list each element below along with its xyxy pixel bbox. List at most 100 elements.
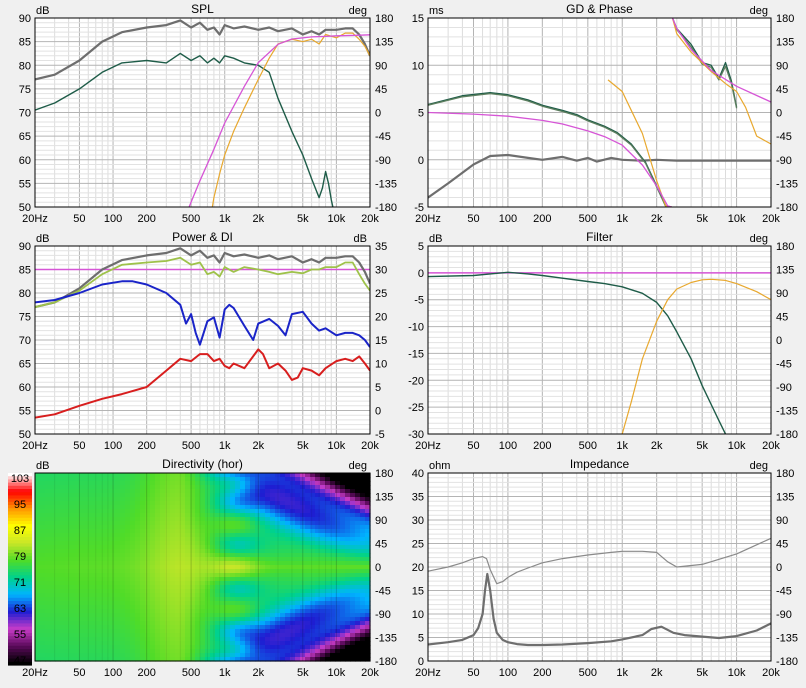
y2-tick-label: -90 (375, 609, 391, 621)
y2-tick-label: -5 (375, 429, 385, 441)
x-tick-label: 20Hz (22, 440, 48, 452)
y2-tick-label: 90 (776, 60, 788, 72)
chart-title: SPL (191, 2, 214, 16)
x-tick-label: 10k (728, 213, 746, 225)
y-tick-label: 30 (412, 515, 424, 527)
x-tick-label: 20Hz (415, 440, 441, 452)
left-unit-label: dB (429, 233, 442, 245)
series-line (621, 278, 771, 434)
x-tick-label: 20Hz (415, 213, 441, 225)
y-tick-label: 85 (19, 37, 31, 49)
y2-tick-label: -45 (776, 131, 792, 143)
series-line (428, 111, 672, 207)
plot-border (34, 472, 371, 662)
y-tick-label: -15 (408, 348, 424, 360)
x-tick-label: 5k (297, 667, 309, 679)
y2-tick-label: 35 (375, 241, 387, 253)
y-tick-label: 15 (412, 13, 424, 25)
y2-tick-label: -180 (776, 429, 798, 441)
plot-border (427, 472, 772, 662)
colorbar-tick-label: 63 (14, 603, 26, 615)
series-line (188, 34, 370, 207)
plot-border (34, 17, 371, 208)
colorbar-swatch (8, 521, 32, 525)
x-tick-label: 200 (533, 667, 551, 679)
colorbar-swatch (8, 639, 32, 644)
series-line (607, 79, 672, 207)
x-tick-label: 200 (533, 440, 551, 452)
y-tick-label: 90 (19, 13, 31, 25)
colorbar-swatch (8, 540, 32, 544)
colorbar-swatch (8, 482, 32, 487)
chart-title: GD & Phase (566, 2, 633, 16)
x-tick-label: 2k (651, 440, 663, 452)
y-tick-label: 50 (19, 429, 31, 441)
y-tick-label: 40 (412, 468, 424, 480)
heatmap-cells (35, 473, 371, 662)
y-tick-label: 70 (19, 335, 31, 347)
series-group (428, 18, 771, 207)
y-tick-label: 80 (19, 60, 31, 72)
colorbar-swatch (8, 485, 32, 490)
y-tick-label: 75 (19, 312, 31, 324)
y2-tick-label: 90 (375, 515, 387, 527)
x-tick-label: 1k (219, 213, 231, 225)
colorbar-swatch (8, 636, 32, 640)
x-tick-label: 20k (361, 213, 379, 225)
y2-tick-label: 0 (375, 562, 381, 574)
y-tick-label: -5 (414, 202, 424, 214)
y2-tick-label: -90 (776, 609, 792, 621)
colorbar-swatch (8, 569, 32, 573)
x-tick-label: 500 (579, 213, 597, 225)
y2-tick-label: -90 (776, 155, 792, 167)
series-line (35, 247, 370, 309)
x-tick-label: 100 (499, 667, 517, 679)
y2-tick-label: -45 (375, 586, 391, 598)
y-tick-label: -20 (408, 375, 424, 387)
colorbar-swatch (8, 559, 32, 564)
right-unit-label: dB (354, 233, 367, 245)
y-tick-label: 25 (412, 539, 424, 551)
y2-tick-label: 90 (776, 515, 788, 527)
colorbar-swatch (8, 623, 32, 628)
y2-tick-label: 135 (375, 37, 393, 49)
right-unit-label: deg (349, 5, 367, 17)
colorbar-swatch (8, 546, 32, 551)
left-unit-label: dB (36, 233, 49, 245)
y-tick-label: 55 (19, 178, 31, 190)
series-line (671, 18, 771, 145)
y2-tick-label: 20 (375, 312, 387, 324)
x-tick-label: 500 (182, 213, 200, 225)
y2-tick-label: 45 (776, 312, 788, 324)
series-group (35, 247, 370, 419)
colorbar-swatch (8, 553, 32, 557)
x-tick-label: 200 (137, 667, 155, 679)
colorbar-swatch (8, 610, 32, 615)
y2-tick-label: -180 (776, 202, 798, 214)
x-tick-label: 10k (728, 667, 746, 679)
colorbar-tick-label: 55 (14, 629, 26, 641)
x-tick-label: 500 (182, 440, 200, 452)
x-tick-label: 200 (533, 213, 551, 225)
x-tick-label: 1k (616, 667, 628, 679)
left-unit-label: dB (36, 5, 49, 17)
series-line (671, 18, 771, 103)
right-unit-label: deg (349, 460, 367, 472)
y2-tick-label: 135 (776, 265, 794, 277)
colorbar-swatch (8, 591, 32, 596)
colorbar-swatch (8, 629, 32, 634)
colorbar-swatch (8, 533, 32, 538)
right-unit-label: deg (750, 233, 768, 245)
colorbar-swatch (8, 617, 32, 621)
y-tick-label: 50 (19, 202, 31, 214)
y-tick-label: 10 (412, 60, 424, 72)
y-tick-label: 0 (418, 656, 424, 668)
y2-tick-label: 10 (375, 359, 387, 371)
series-group (35, 19, 370, 207)
y2-tick-label: -135 (375, 633, 397, 645)
